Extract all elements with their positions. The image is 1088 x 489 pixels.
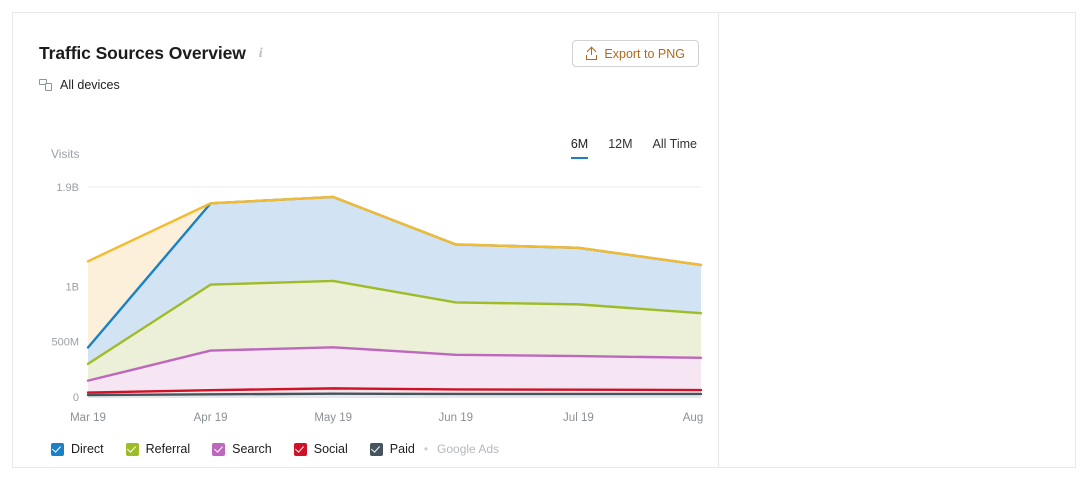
chart-svg: 0 500M 1B 1.9B Mar 19 Apr 19 May 19 Jun 19 Jul 1… [51, 182, 707, 424]
svg-text:May 19: May 19 [314, 412, 352, 424]
traffic-breakdown-panel: 1.2B All devices | Aug 2019 Direct36.53%… [718, 12, 1076, 468]
legend-item-social[interactable]: Social [293, 442, 348, 456]
legend-item-direct[interactable]: Direct [51, 442, 104, 456]
export-button-label: Export to PNG [604, 46, 685, 61]
svg-text:Aug 19: Aug 19 [683, 412, 707, 424]
svg-text:0: 0 [73, 392, 79, 404]
tab-12m[interactable]: 12M [608, 137, 633, 151]
svg-text:1B: 1B [66, 281, 79, 293]
title-row: Traffic Sources Overview i [39, 43, 699, 64]
devices-filter[interactable]: All devices [39, 78, 699, 92]
legend-label: Referral [145, 442, 191, 456]
upload-icon [586, 46, 598, 60]
left-panel-header: Traffic Sources Overview i All devices E… [39, 40, 699, 92]
export-to-png-button[interactable]: Export to PNG [572, 40, 699, 67]
svg-text:1.9B: 1.9B [56, 182, 79, 194]
traffic-chart-panel: Traffic Sources Overview i All devices E… [12, 12, 719, 468]
svg-text:500M: 500M [51, 337, 79, 349]
legend-checkbox-social[interactable] [293, 442, 307, 456]
legend-sublabel: Google Ads [437, 442, 500, 456]
area-chart: 0 500M 1B 1.9B Mar 19 Apr 19 May 19 Jun 19 Jul 1… [39, 173, 707, 433]
legend-label: Paid [389, 442, 415, 456]
y-axis-title: Visits [51, 147, 80, 161]
legend-checkbox-direct[interactable] [51, 442, 64, 456]
svg-text:Jun 19: Jun 19 [439, 412, 474, 424]
chart-legend: Direct Referral Search Social Paid • Google Ad… [51, 442, 499, 456]
devices-label: All devices [60, 78, 120, 92]
svg-text:Mar 19: Mar 19 [70, 412, 106, 424]
svg-text:Jul 19: Jul 19 [563, 412, 594, 424]
legend-label: Social [313, 442, 348, 456]
legend-item-referral[interactable]: Referral [125, 442, 191, 456]
legend-checkbox-paid[interactable] [369, 442, 383, 456]
legend-label: Direct [71, 442, 104, 456]
range-tabs: 6M 12M All Time [570, 137, 697, 159]
legend-separator-dot: • [423, 442, 429, 456]
svg-text:Apr 19: Apr 19 [194, 412, 228, 424]
legend-item-paid[interactable]: Paid • Google Ads [369, 442, 500, 456]
info-icon[interactable]: i [258, 45, 263, 61]
legend-item-search[interactable]: Search [212, 442, 272, 456]
tab-all-time[interactable]: All Time [652, 137, 697, 151]
page-title: Traffic Sources Overview [39, 43, 246, 63]
legend-label: Search [232, 442, 272, 456]
tab-6m[interactable]: 6M [570, 137, 589, 159]
legend-checkbox-search[interactable] [212, 442, 226, 456]
devices-icon [39, 79, 53, 91]
legend-checkbox-referral[interactable] [125, 442, 139, 456]
